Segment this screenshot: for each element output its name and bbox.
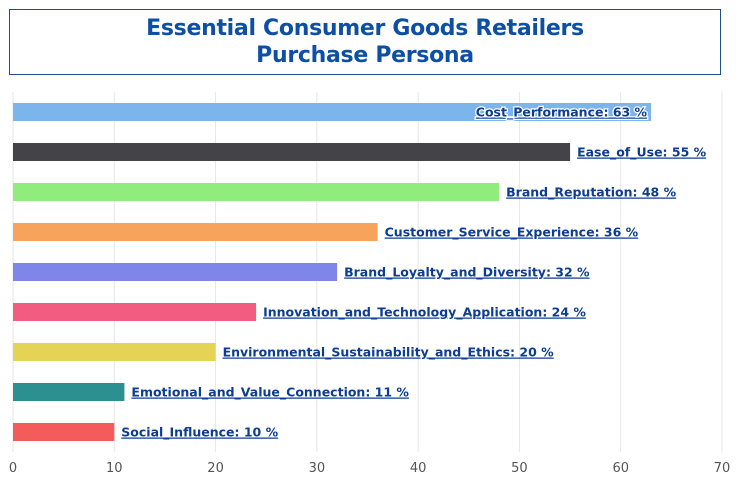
bar-brand-reputation[interactable] xyxy=(13,183,500,201)
x-axis-ticks: 0 10 20 30 40 50 60 70 xyxy=(9,461,730,476)
bar-customer-service-experience[interactable] xyxy=(13,223,378,241)
bar-brand-loyalty-and-diversity[interactable] xyxy=(13,263,338,281)
chart-title-line-2: Purchase Persona xyxy=(256,43,474,68)
bar-label-brand-reputation: Brand_Reputation: 48 % xyxy=(506,185,676,201)
chart-title-box: Essential Consumer Goods Retailers Purch… xyxy=(9,9,721,75)
x-tick-label: 60 xyxy=(612,461,629,476)
bar-label-customer-service-experience: Customer_Service_Experience: 36 % xyxy=(385,225,639,241)
bar-label-social-influence: Social_Influence: 10 % xyxy=(121,425,278,441)
bar-social-influence[interactable] xyxy=(13,423,115,441)
bar-label-innovation-and-technology-application: Innovation_and_Technology_Application: 2… xyxy=(263,305,586,321)
chart-title-line-1: Essential Consumer Goods Retailers xyxy=(146,16,584,41)
bar-label-environmental-sustainability-and-ethics: Environmental_Sustainability_and_Ethics:… xyxy=(223,345,555,361)
bar-label-ease-of-use: Ease_of_Use: 55 % xyxy=(577,145,707,161)
x-tick-label: 20 xyxy=(207,461,224,476)
x-tick-label: 70 xyxy=(714,461,731,476)
bar-emotional-and-value-connection[interactable] xyxy=(13,383,125,401)
x-tick-label: 50 xyxy=(511,461,528,476)
x-tick-label: 10 xyxy=(106,461,123,476)
x-tick-label: 0 xyxy=(9,461,17,476)
bar-label-emotional-and-value-connection: Emotional_and_Value_Connection: 11 % xyxy=(131,385,409,401)
bars xyxy=(13,103,652,441)
bar-environmental-sustainability-and-ethics[interactable] xyxy=(13,343,216,361)
bar-innovation-and-technology-application[interactable] xyxy=(13,303,257,321)
bar-labels: Cost_Performance: 63 % Ease_of_Use: 55 % B… xyxy=(121,103,707,441)
x-tick-label: 30 xyxy=(309,461,326,476)
x-tick-label: 40 xyxy=(410,461,427,476)
bar-label-cost-performance: Cost_Performance: 63 % xyxy=(476,105,648,121)
bar-ease-of-use[interactable] xyxy=(13,143,571,161)
bar-label-brand-loyalty-and-diversity: Brand_Loyalty_and_Diversity: 32 % xyxy=(344,265,590,281)
bar-cost-performance[interactable] xyxy=(13,103,652,121)
